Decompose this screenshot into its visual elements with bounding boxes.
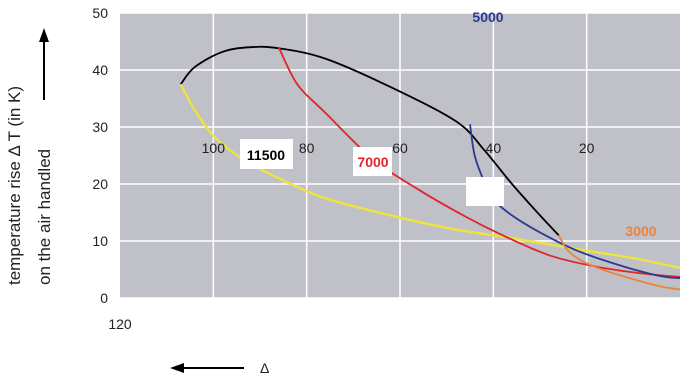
- series-line-5000: [469, 124, 680, 279]
- curve-label-7000: 7000: [357, 154, 388, 170]
- y-tick-label-50: 50: [92, 5, 108, 21]
- x-axis-label: Δ: [170, 360, 269, 375]
- y-axis-title-line2: on the air handled: [35, 149, 54, 285]
- series-line-11500: [179, 83, 680, 269]
- tick-labels: 010203040501200: [92, 5, 132, 332]
- y-tick-label-0: 0: [100, 290, 108, 306]
- series-layer: [179, 45, 680, 291]
- curve-label-5000: 5000: [472, 9, 503, 25]
- x-axis-arrow-head: [170, 363, 184, 373]
- y-tick-label-10: 10: [92, 233, 108, 249]
- x-tick-label-120: 120: [108, 316, 132, 332]
- series-line-envelope: [179, 45, 560, 236]
- x-axis-title: Δ: [260, 360, 269, 375]
- inner-tick-label-60: 60: [392, 140, 408, 156]
- blank-label-box: [466, 177, 504, 206]
- y-axis-label: temperature rise Δ T (in K) on the air h…: [5, 28, 54, 285]
- y-tick-label-30: 30: [92, 119, 108, 135]
- inner-tick-label-40: 40: [486, 140, 502, 156]
- inner-tick-labels: 100 80 60 40 20: [202, 140, 595, 156]
- curve-label-3000: 3000: [625, 223, 656, 239]
- series-line-7000: [277, 46, 680, 278]
- y-tick-label-40: 40: [92, 62, 108, 78]
- inner-tick-label-80: 80: [299, 140, 315, 156]
- y-axis-arrow-head: [39, 28, 49, 42]
- label-box-11500: [240, 139, 293, 169]
- curve-label-11500: 11500: [247, 147, 285, 163]
- inner-tick-label-20: 20: [579, 140, 595, 156]
- inner-tick-label-100: 100: [202, 140, 226, 156]
- label-box-7000: [353, 147, 392, 176]
- series-line-3000: [557, 234, 680, 291]
- y-tick-label-20: 20: [92, 176, 108, 192]
- y-axis-title-line1: temperature rise Δ T (in K): [5, 86, 24, 285]
